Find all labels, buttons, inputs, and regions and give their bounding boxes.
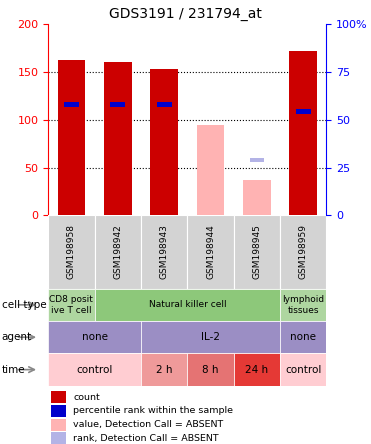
Bar	[234, 353, 280, 386]
Text: GSM198958: GSM198958	[67, 225, 76, 279]
Text: value, Detection Call = ABSENT: value, Detection Call = ABSENT	[73, 420, 223, 429]
Bar	[289, 51, 317, 215]
Bar	[243, 180, 271, 215]
Text: GDS3191 / 231794_at: GDS3191 / 231794_at	[109, 7, 262, 21]
Text: lymphoid
tissues: lymphoid tissues	[282, 295, 324, 314]
Bar	[197, 125, 224, 215]
Bar	[280, 215, 326, 289]
Bar	[280, 353, 326, 386]
Bar	[141, 353, 187, 386]
Bar	[150, 69, 178, 215]
Text: GSM198943: GSM198943	[160, 225, 169, 279]
Bar	[48, 215, 95, 289]
Bar	[51, 391, 66, 403]
Bar	[280, 321, 326, 353]
Text: percentile rank within the sample: percentile rank within the sample	[73, 406, 233, 415]
Bar	[187, 215, 234, 289]
Bar	[280, 289, 326, 321]
Bar	[64, 102, 79, 107]
Bar	[234, 215, 280, 289]
Text: CD8 posit
ive T cell: CD8 posit ive T cell	[49, 295, 93, 314]
Text: none: none	[82, 332, 108, 342]
Text: time: time	[2, 365, 26, 375]
Text: 24 h: 24 h	[245, 365, 269, 375]
Bar	[58, 60, 85, 215]
Bar	[157, 102, 172, 107]
Bar	[51, 419, 66, 431]
Text: IL-2: IL-2	[201, 332, 220, 342]
Bar	[48, 353, 141, 386]
Text: 2 h: 2 h	[156, 365, 173, 375]
Bar	[95, 215, 141, 289]
Bar	[51, 405, 66, 417]
Text: GSM198945: GSM198945	[252, 225, 262, 279]
Bar	[110, 102, 125, 107]
Bar	[141, 321, 280, 353]
Bar	[243, 180, 271, 215]
Text: cell type: cell type	[2, 300, 46, 310]
Text: none: none	[290, 332, 316, 342]
Text: rank, Detection Call = ABSENT: rank, Detection Call = ABSENT	[73, 434, 219, 443]
Text: Natural killer cell: Natural killer cell	[148, 300, 226, 309]
Text: control: control	[285, 365, 322, 375]
Text: GSM198944: GSM198944	[206, 225, 215, 279]
Text: count: count	[73, 392, 100, 401]
Text: control: control	[76, 365, 113, 375]
Bar	[141, 215, 187, 289]
Text: 8 h: 8 h	[202, 365, 219, 375]
Bar	[250, 158, 264, 163]
Bar	[48, 321, 141, 353]
Bar	[296, 109, 311, 114]
Bar	[104, 62, 132, 215]
Bar	[48, 289, 95, 321]
Text: GSM198959: GSM198959	[299, 225, 308, 279]
Bar	[187, 353, 234, 386]
Text: agent: agent	[2, 332, 32, 342]
Bar	[51, 432, 66, 444]
Text: GSM198942: GSM198942	[113, 225, 122, 279]
Bar	[95, 289, 280, 321]
